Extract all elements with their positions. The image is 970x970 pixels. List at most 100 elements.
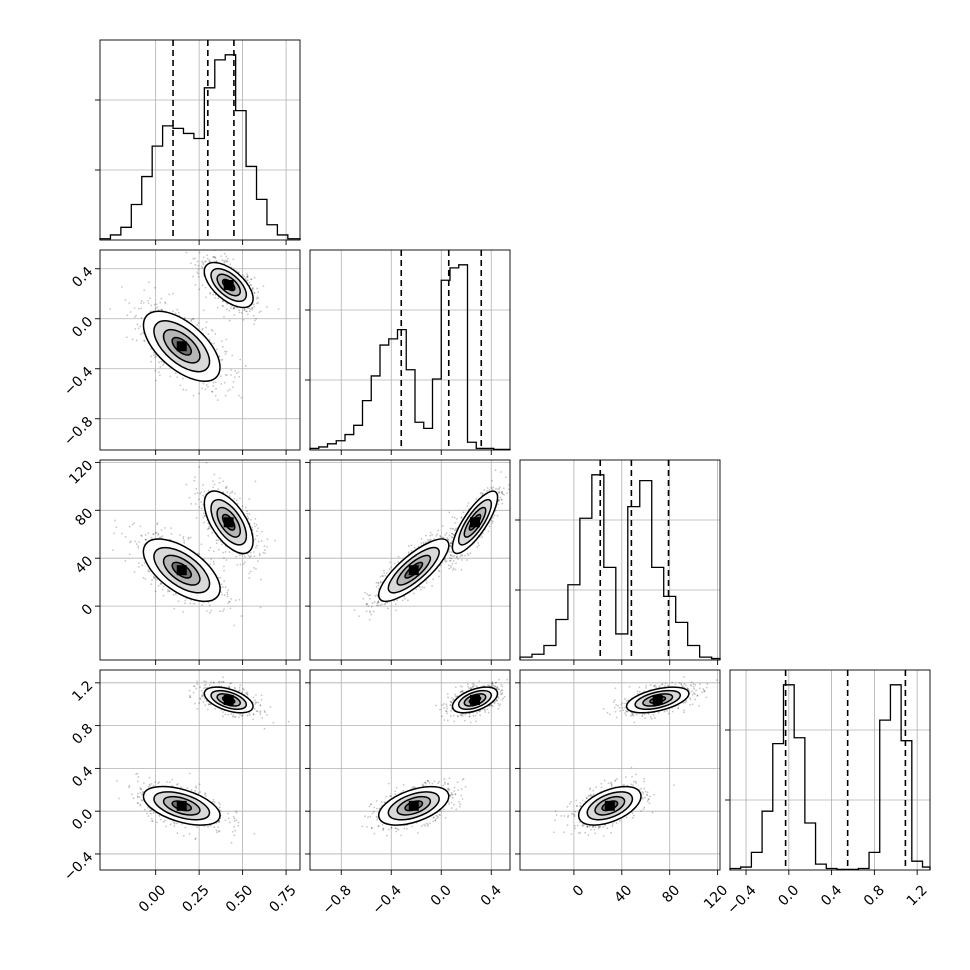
scatter-point <box>240 312 243 314</box>
scatter-point <box>137 547 140 549</box>
scatter-point <box>257 291 260 293</box>
scatter-point <box>451 527 454 530</box>
scatter-point <box>500 491 503 493</box>
scatter-point <box>144 538 147 541</box>
scatter-point <box>466 552 469 555</box>
scatter-point <box>236 563 239 566</box>
scatter-point <box>447 538 449 541</box>
scatter-point <box>259 711 262 714</box>
scatter-point <box>209 291 212 294</box>
scatter-point <box>425 534 427 537</box>
scatter-point <box>213 563 215 565</box>
scatter-point <box>277 308 280 311</box>
scatter-point <box>248 712 251 715</box>
scatter-point <box>148 570 151 573</box>
scatter-point <box>451 555 454 558</box>
scatter-point <box>136 795 139 798</box>
scatter-point <box>265 306 268 308</box>
scatter-point <box>262 551 265 554</box>
scatter-point <box>128 784 131 787</box>
scatter-point <box>255 710 258 713</box>
scatter-point <box>217 297 220 300</box>
scatter-point <box>460 516 463 519</box>
scatter-point <box>199 791 202 793</box>
scatter-point <box>137 307 140 310</box>
scatter-point <box>377 601 380 604</box>
scatter-point <box>164 301 167 304</box>
scatter-point <box>259 704 262 707</box>
density-group <box>109 250 280 401</box>
scatter-point <box>503 493 505 496</box>
scatter-point <box>150 583 153 586</box>
scatter-point <box>248 513 251 516</box>
scatter-point <box>124 535 127 538</box>
scatter-point <box>208 684 211 686</box>
scatter-point <box>455 527 458 530</box>
scatter-point <box>237 271 240 274</box>
scatter-point <box>204 388 207 391</box>
scatter-point <box>216 831 218 834</box>
scatter-point <box>159 818 162 821</box>
panel-frame <box>519 459 721 661</box>
scatter-point <box>215 542 218 545</box>
scatter-point <box>139 804 142 807</box>
scatter-point <box>246 512 249 515</box>
scatter-point <box>134 540 136 543</box>
scatter-point <box>254 538 257 541</box>
scatter-point <box>403 595 406 598</box>
scatter-point <box>203 687 205 690</box>
scatter-point <box>429 531 432 534</box>
scatter-point <box>224 586 227 588</box>
scatter-point <box>233 825 235 828</box>
scatter-point <box>194 503 197 505</box>
scatter-point <box>222 304 224 307</box>
scatter-point <box>496 488 499 490</box>
scatter-point <box>246 510 248 513</box>
scatter-point <box>134 316 136 318</box>
scatter-point <box>212 381 215 384</box>
scatter-point <box>159 366 162 368</box>
scatter-point <box>185 483 188 486</box>
scatter-point <box>180 786 182 789</box>
scatter-point <box>202 382 205 385</box>
scatter-point <box>131 523 134 526</box>
scatter-point <box>227 589 230 591</box>
scatter-point <box>136 772 139 775</box>
scatter-point <box>488 525 491 528</box>
scatter-point <box>227 602 230 605</box>
scatter-point <box>224 353 227 356</box>
scatter-point <box>147 570 149 572</box>
scatter-point <box>250 278 252 281</box>
scatter-point <box>140 333 142 335</box>
scatter-point <box>221 305 224 308</box>
scatter-point <box>135 314 137 317</box>
scatter-point <box>417 545 420 548</box>
scatter-point <box>201 327 204 330</box>
scatter-point <box>249 714 251 717</box>
scatter-point <box>492 516 494 519</box>
scatter-point <box>246 275 249 278</box>
scatter-point <box>147 815 150 818</box>
scatter-point <box>445 560 448 562</box>
scatter-point <box>184 599 187 602</box>
scatter-point <box>217 488 220 491</box>
scatter-point <box>254 518 257 520</box>
scatter-point <box>147 785 150 788</box>
scatter-point <box>142 301 145 304</box>
scatter-point <box>379 604 382 607</box>
scatter-point <box>195 450 197 452</box>
scatter-point <box>202 261 204 264</box>
scatter-point <box>498 500 500 502</box>
scatter-point <box>172 310 174 313</box>
scatter-point <box>229 388 231 391</box>
scatter-point <box>228 600 231 603</box>
scatter-point <box>204 794 207 797</box>
scatter-point <box>139 787 142 789</box>
scatter-point <box>508 488 510 491</box>
scatter-point <box>233 307 235 310</box>
scatter-point <box>176 783 178 786</box>
scatter-point <box>217 826 220 829</box>
scatter-point <box>369 610 371 613</box>
scatter-point <box>220 543 223 546</box>
scatter-point <box>182 535 185 538</box>
